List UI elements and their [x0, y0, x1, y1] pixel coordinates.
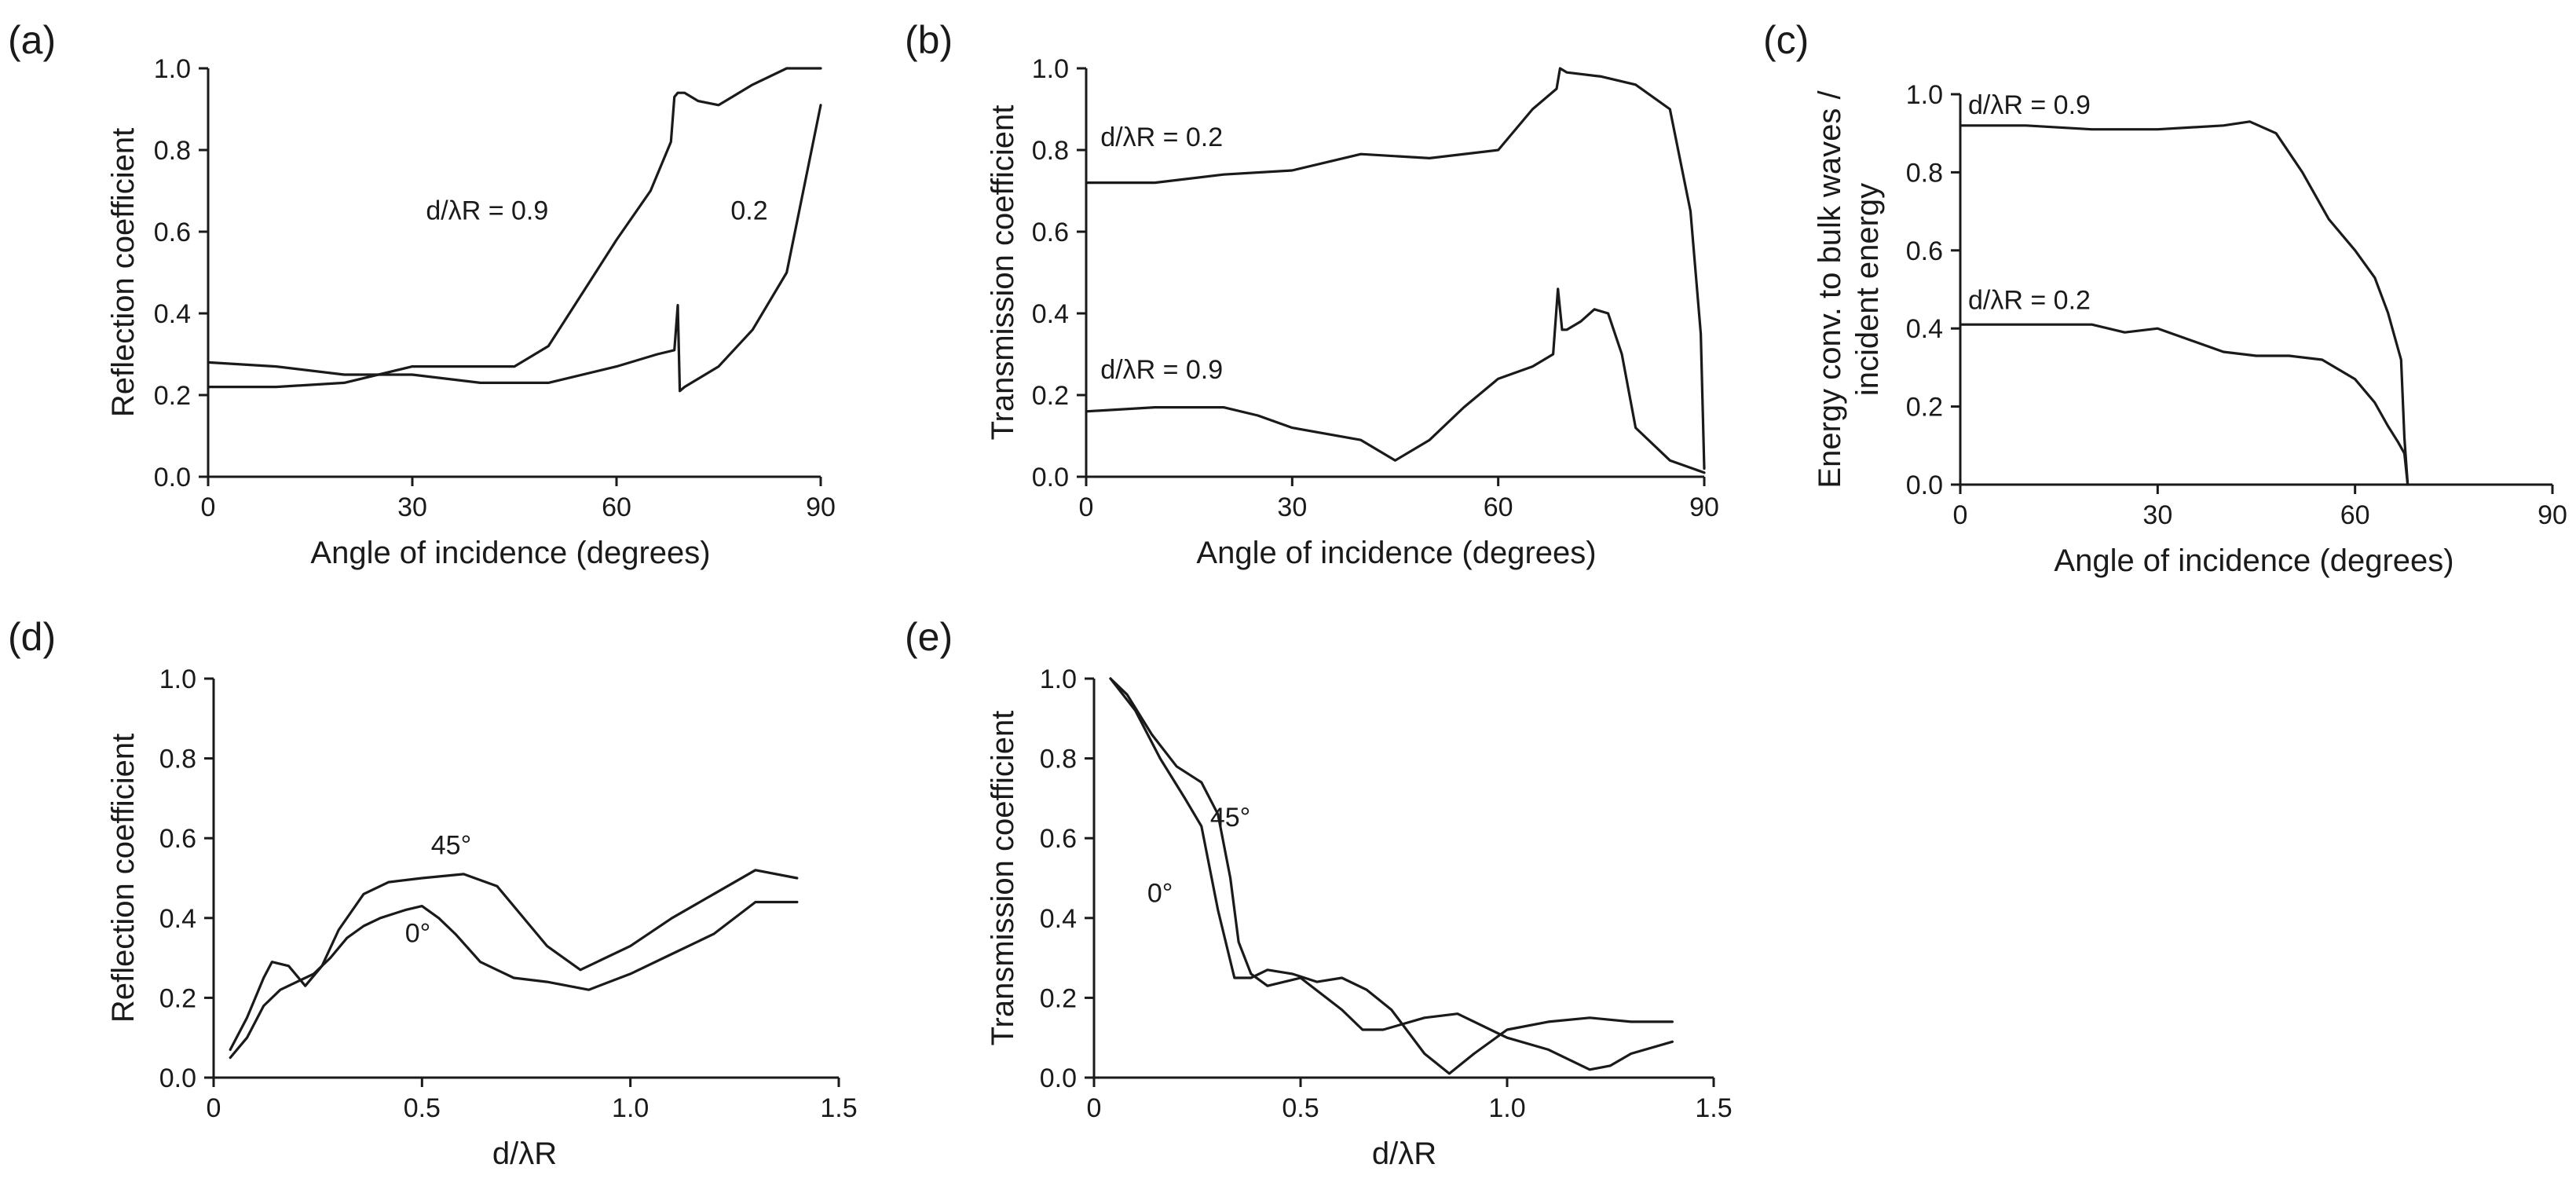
y-tick-label: 0.8	[154, 136, 191, 166]
y-axis-label: Transmission coefficient	[986, 711, 1020, 1046]
x-tick-label: 0	[1087, 1093, 1102, 1123]
y-tick-label: 0.4	[1040, 904, 1077, 934]
series-annotation: 0°	[1147, 878, 1173, 908]
panel-label: (b)	[905, 18, 953, 62]
series-line-1	[1959, 120, 2410, 486]
x-axis-label: d/λR	[492, 1137, 557, 1171]
series-annotation: 0°	[405, 918, 431, 948]
series-annotation: d/λR = 0.9	[1968, 90, 2091, 120]
y-tick-label: 0.4	[154, 299, 191, 329]
y-tick-label: 0.2	[1040, 983, 1077, 1013]
y-tick-label: 0.2	[1032, 381, 1069, 411]
x-tick-label: 0.5	[1282, 1093, 1319, 1123]
y-tick-label: 0.4	[159, 904, 196, 934]
x-tick-label: 0	[207, 1093, 221, 1123]
x-tick-label: 30	[1277, 492, 1307, 522]
y-tick-label: 1.0	[1032, 54, 1069, 84]
y-tick-label: 0.0	[1040, 1063, 1077, 1093]
x-tick-label: 90	[806, 492, 836, 522]
series-line-2	[1109, 677, 1674, 1075]
x-tick-label: 1.0	[612, 1093, 649, 1123]
y-tick-label: 0.6	[159, 824, 196, 854]
y-tick-label: 1.0	[159, 664, 196, 694]
y-tick-label: 0.4	[1032, 299, 1069, 329]
series-line-2	[207, 104, 822, 393]
panel-b: (b) 0.0 0.2 0.4 0.6 0.8 1.0 0 30 60 90 Angle of inc…	[905, 18, 1719, 570]
x-tick-label: 0	[201, 492, 216, 522]
y-tick-label: 0.8	[1040, 745, 1077, 774]
series-annotation: 45°	[431, 831, 471, 861]
series-annotation: d/λR = 0.2	[1968, 285, 2091, 315]
panel-label: (c)	[1763, 18, 1809, 62]
y-tick-label: 0.6	[154, 218, 191, 247]
series-line-2	[229, 900, 799, 1060]
y-tick-label: 0.0	[1906, 470, 1943, 500]
y-axis-label: Reflection coefficient	[106, 128, 141, 417]
x-tick-label: 90	[2538, 500, 2567, 530]
y-tick-label: 0.4	[1906, 314, 1943, 344]
x-tick-label: 0.5	[404, 1093, 441, 1123]
x-tick-label: 1.5	[1695, 1093, 1732, 1123]
y-axis-label: Reflection coefficient	[106, 734, 141, 1023]
y-tick-label: 0.6	[1032, 218, 1069, 247]
y-tick-label: 1.0	[154, 54, 191, 84]
panel-d: (d) 0.0 0.2 0.4 0.6 0.8 1.0 0 0.5 1.0 1.5 d/λR Refle…	[8, 615, 858, 1171]
series-line-1	[229, 869, 799, 1052]
series-annotation: 0.2	[730, 196, 767, 225]
y-tick-label: 0.0	[154, 463, 191, 492]
panel-label: (a)	[8, 18, 56, 62]
series-annotation: d/λR = 0.2	[1100, 123, 1223, 152]
x-tick-label: 1.0	[1488, 1093, 1525, 1123]
series-annotation: d/λR = 0.9	[426, 196, 548, 225]
series-line-1	[207, 67, 822, 389]
x-tick-label: 0	[1079, 492, 1094, 522]
y-tick-label: 0.0	[159, 1063, 196, 1093]
panel-e: (e) 0.0 0.2 0.4 0.6 0.8 1.0 0 0.5 1.0 1.5 d/λR Trans…	[905, 615, 1733, 1171]
y-tick-label: 0.8	[159, 745, 196, 774]
x-axis-label: Angle of incidence (degrees)	[1196, 536, 1596, 570]
panel-label: (d)	[8, 615, 56, 659]
y-axis-label: Transmission coefficient	[986, 105, 1020, 441]
x-axis-label: d/λR	[1372, 1137, 1436, 1171]
y-tick-label: 0.6	[1040, 824, 1077, 854]
y-tick-label: 0.8	[1032, 136, 1069, 166]
y-tick-label: 0.6	[1906, 236, 1943, 266]
panel-a: (a) 0.0 0.2 0.4 0.6 0.8 1.0 0 30 60 90 Angle of inc…	[8, 18, 836, 570]
y-tick-label: 1.0	[1040, 664, 1077, 694]
series-line-2	[1085, 287, 1706, 474]
y-tick-label: 1.0	[1906, 80, 1943, 110]
x-tick-label: 30	[397, 492, 427, 522]
x-tick-label: 1.5	[820, 1093, 857, 1123]
x-axis-label: Angle of incidence (degrees)	[310, 536, 710, 570]
x-tick-label: 0	[1953, 500, 1968, 530]
series-line-1	[1109, 677, 1674, 1071]
x-tick-label: 30	[2142, 500, 2172, 530]
x-tick-label: 60	[602, 492, 631, 522]
y-tick-label: 0.2	[154, 381, 191, 411]
series-line-2	[1959, 323, 2410, 486]
y-tick-label: 0.2	[159, 983, 196, 1013]
x-tick-label: 60	[2340, 500, 2370, 530]
series-annotation: d/λR = 0.9	[1100, 355, 1223, 385]
y-axis-label: Energy conv. to bulk waves /	[1813, 90, 1847, 489]
x-tick-label: 60	[1484, 492, 1513, 522]
y-axis-label: incident energy	[1850, 183, 1885, 396]
y-tick-label: 0.2	[1906, 393, 1943, 423]
series-annotation: 45°	[1210, 803, 1250, 833]
y-tick-label: 0.0	[1032, 463, 1069, 492]
y-tick-label: 0.8	[1906, 158, 1943, 188]
series-line-1	[1085, 67, 1706, 470]
panel-label: (e)	[905, 615, 953, 659]
panel-c: (c) 0.0 0.2 0.4 0.6 0.8 1.0 0 30 60 90 Angle of inc…	[1763, 18, 2567, 578]
x-axis-label: Angle of incidence (degrees)	[2054, 544, 2453, 578]
x-tick-label: 90	[1689, 492, 1719, 522]
